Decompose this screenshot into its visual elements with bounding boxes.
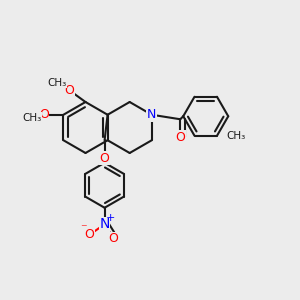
Text: O: O — [100, 152, 110, 165]
Text: O: O — [64, 83, 74, 97]
Text: ⁻: ⁻ — [80, 222, 87, 235]
Text: O: O — [109, 232, 118, 245]
Text: O: O — [39, 108, 49, 121]
Text: CH₃: CH₃ — [22, 113, 41, 123]
Text: CH₃: CH₃ — [226, 131, 245, 141]
Text: N: N — [99, 217, 110, 231]
Text: O: O — [175, 131, 185, 144]
Text: N: N — [147, 108, 156, 121]
Text: O: O — [85, 228, 94, 241]
Text: CH₃: CH₃ — [47, 77, 67, 88]
Text: +: + — [106, 213, 115, 223]
